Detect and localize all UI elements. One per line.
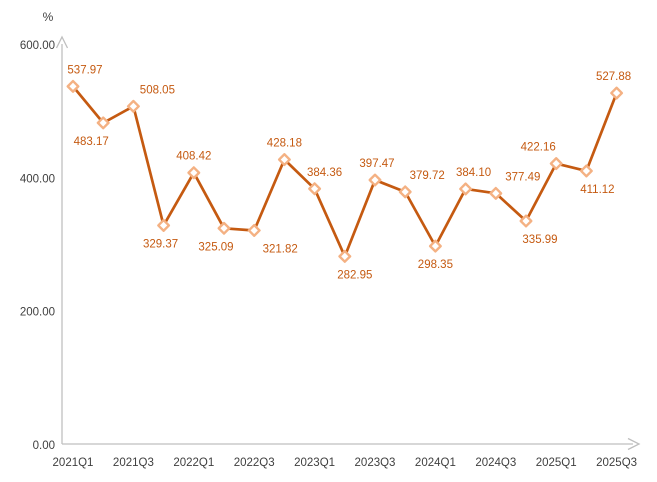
data-point-label: 325.09 xyxy=(198,241,233,253)
data-point-label: 384.36 xyxy=(307,167,342,179)
data-point-label: 408.42 xyxy=(176,151,211,163)
data-point-marker[interactable] xyxy=(610,86,624,100)
data-point-label: 329.37 xyxy=(143,238,178,250)
x-axis-tick-label: 2023Q1 xyxy=(294,457,335,469)
x-axis-tick-label: 2025Q1 xyxy=(536,457,577,469)
data-point-label: 428.18 xyxy=(267,138,302,150)
data-point-marker[interactable] xyxy=(308,182,322,196)
data-point-label: 321.82 xyxy=(263,243,298,255)
y-axis-tick-label: 600.00 xyxy=(20,40,55,52)
data-point-marker[interactable] xyxy=(96,116,110,130)
data-point-marker[interactable] xyxy=(428,239,442,253)
x-axis-tick-label: 2021Q3 xyxy=(113,457,154,469)
y-axis-tick-label: 0.00 xyxy=(33,440,55,452)
x-axis-arrow-icon xyxy=(627,437,641,451)
data-point-label: 527.88 xyxy=(596,71,631,83)
x-axis-tick-label: 2024Q1 xyxy=(415,457,456,469)
data-point-marker[interactable] xyxy=(66,79,80,93)
x-axis-tick-label: 2021Q1 xyxy=(53,457,94,469)
y-axis-tick-label: 400.00 xyxy=(20,173,55,185)
data-point-marker[interactable] xyxy=(277,153,291,167)
data-point-label: 377.49 xyxy=(505,171,540,183)
data-point-marker[interactable] xyxy=(398,185,412,199)
data-point-marker[interactable] xyxy=(126,99,140,113)
data-point-marker[interactable] xyxy=(489,186,503,200)
data-point-label: 397.47 xyxy=(359,158,394,170)
data-point-marker[interactable] xyxy=(217,221,231,235)
x-axis-tick-label: 2022Q3 xyxy=(234,457,275,469)
data-point-marker[interactable] xyxy=(338,249,352,263)
data-point-marker[interactable] xyxy=(579,164,593,178)
data-point-marker[interactable] xyxy=(549,157,563,171)
data-point-label: 335.99 xyxy=(522,234,557,246)
data-point-marker[interactable] xyxy=(157,218,171,232)
data-point-label: 508.05 xyxy=(140,84,175,96)
data-point-label: 411.12 xyxy=(580,184,614,196)
x-axis-tick-label: 2025Q3 xyxy=(596,457,637,469)
data-point-marker[interactable] xyxy=(459,182,473,196)
x-axis-tick-label: 2023Q3 xyxy=(355,457,396,469)
data-point-label: 537.97 xyxy=(67,64,102,76)
data-point-label: 384.10 xyxy=(456,167,491,179)
data-point-label: 298.35 xyxy=(418,259,453,271)
y-axis-tick-label: 200.00 xyxy=(20,307,55,319)
data-point-marker[interactable] xyxy=(368,173,382,187)
x-axis-tick-label: 2022Q1 xyxy=(173,457,214,469)
y-axis-unit-label: % xyxy=(43,10,54,24)
data-point-label: 282.95 xyxy=(337,269,372,281)
data-point-marker[interactable] xyxy=(519,214,533,228)
data-point-marker[interactable] xyxy=(247,223,261,237)
x-axis-tick-label: 2024Q3 xyxy=(475,457,516,469)
data-point-label: 422.16 xyxy=(521,142,556,154)
data-point-marker[interactable] xyxy=(187,166,201,180)
y-axis-arrow-icon xyxy=(55,35,69,49)
data-point-label: 379.72 xyxy=(410,170,445,182)
data-point-label: 483.17 xyxy=(74,136,109,148)
